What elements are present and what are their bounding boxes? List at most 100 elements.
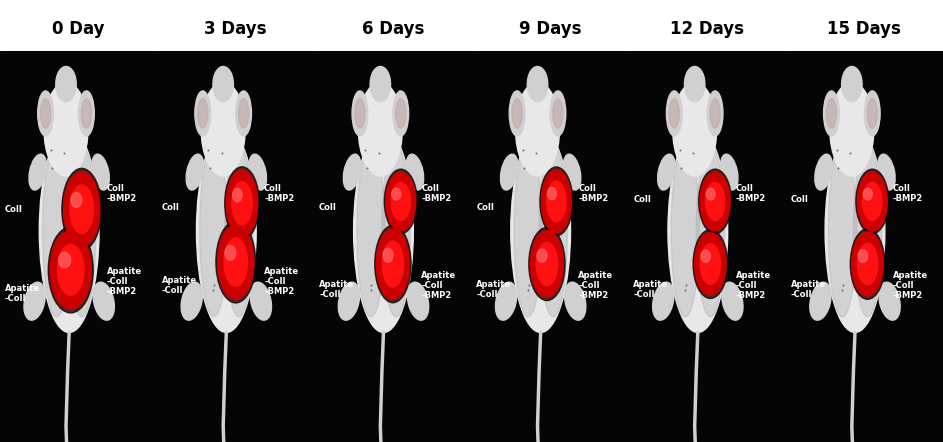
Ellipse shape	[50, 231, 91, 309]
Ellipse shape	[529, 228, 565, 301]
Ellipse shape	[213, 66, 234, 102]
Ellipse shape	[198, 99, 207, 128]
Ellipse shape	[852, 232, 884, 296]
Text: Apatite
-Coll: Apatite -Coll	[319, 280, 355, 299]
Ellipse shape	[63, 172, 100, 246]
Ellipse shape	[878, 154, 895, 190]
Ellipse shape	[537, 242, 557, 286]
Ellipse shape	[376, 229, 409, 299]
Ellipse shape	[830, 82, 874, 176]
Ellipse shape	[201, 82, 245, 176]
Ellipse shape	[396, 99, 405, 128]
Ellipse shape	[853, 145, 882, 317]
Ellipse shape	[224, 238, 247, 286]
Ellipse shape	[407, 282, 429, 320]
Ellipse shape	[181, 282, 203, 320]
Text: Apatite
-Coll: Apatite -Coll	[790, 280, 826, 299]
Ellipse shape	[249, 154, 267, 190]
Ellipse shape	[700, 172, 730, 231]
Text: Apatite
-Coll
-BMP2: Apatite -Coll -BMP2	[422, 271, 456, 300]
Ellipse shape	[385, 169, 417, 234]
Text: Apatite
-Coll: Apatite -Coll	[634, 280, 669, 299]
Ellipse shape	[530, 231, 563, 297]
Ellipse shape	[81, 99, 91, 128]
Text: Apatite
-Coll
-BMP2: Apatite -Coll -BMP2	[578, 271, 614, 300]
Text: Coll
-BMP2: Coll -BMP2	[893, 184, 923, 203]
Ellipse shape	[501, 154, 518, 190]
Text: Coll: Coll	[634, 195, 652, 204]
Ellipse shape	[657, 154, 675, 190]
Ellipse shape	[514, 145, 542, 317]
Text: Coll
-BMP2: Coll -BMP2	[736, 184, 766, 203]
Text: 12 Days: 12 Days	[670, 20, 744, 38]
Ellipse shape	[374, 225, 411, 303]
Text: Coll: Coll	[5, 205, 23, 214]
Ellipse shape	[539, 145, 568, 317]
Ellipse shape	[196, 129, 256, 332]
Ellipse shape	[670, 99, 679, 128]
Ellipse shape	[516, 82, 559, 176]
Ellipse shape	[224, 167, 259, 240]
Ellipse shape	[548, 187, 556, 200]
Ellipse shape	[563, 154, 581, 190]
Text: 9 Days: 9 Days	[519, 20, 581, 38]
Ellipse shape	[856, 169, 888, 234]
Ellipse shape	[370, 66, 390, 102]
Ellipse shape	[700, 244, 720, 284]
Ellipse shape	[842, 66, 862, 102]
Ellipse shape	[693, 229, 728, 298]
Ellipse shape	[495, 282, 517, 320]
Ellipse shape	[701, 250, 710, 263]
Ellipse shape	[58, 244, 84, 295]
Ellipse shape	[553, 99, 563, 128]
Ellipse shape	[41, 99, 51, 128]
Ellipse shape	[68, 145, 96, 317]
Ellipse shape	[696, 145, 724, 317]
Ellipse shape	[858, 250, 868, 263]
Ellipse shape	[24, 282, 45, 320]
Ellipse shape	[710, 99, 720, 128]
Ellipse shape	[509, 91, 525, 136]
Ellipse shape	[721, 282, 743, 320]
Text: Coll: Coll	[319, 203, 337, 212]
Text: Apatite
-Coll
-BMP2: Apatite -Coll -BMP2	[736, 271, 770, 300]
Ellipse shape	[386, 172, 416, 231]
Text: Apatite
-Coll
-BMP2: Apatite -Coll -BMP2	[893, 271, 928, 300]
Ellipse shape	[352, 91, 368, 136]
Ellipse shape	[863, 183, 882, 221]
Ellipse shape	[236, 91, 252, 136]
Ellipse shape	[865, 91, 880, 136]
Ellipse shape	[91, 154, 109, 190]
Ellipse shape	[527, 66, 548, 102]
Ellipse shape	[70, 185, 93, 233]
Ellipse shape	[355, 99, 365, 128]
Ellipse shape	[857, 243, 878, 285]
Ellipse shape	[239, 99, 249, 128]
Ellipse shape	[216, 221, 256, 303]
Text: Apatite
-Coll
-BMP2: Apatite -Coll -BMP2	[264, 267, 299, 296]
Ellipse shape	[851, 229, 885, 299]
Ellipse shape	[864, 188, 872, 200]
Ellipse shape	[720, 154, 738, 190]
Text: 0 Day: 0 Day	[52, 20, 105, 38]
Ellipse shape	[383, 248, 393, 262]
Ellipse shape	[565, 282, 586, 320]
Ellipse shape	[868, 99, 877, 128]
Ellipse shape	[44, 82, 88, 176]
Ellipse shape	[826, 99, 836, 128]
Ellipse shape	[40, 129, 99, 332]
Ellipse shape	[706, 188, 715, 200]
Text: Coll: Coll	[162, 203, 180, 212]
Ellipse shape	[356, 145, 385, 317]
Ellipse shape	[78, 91, 94, 136]
Ellipse shape	[879, 282, 901, 320]
Text: Apatite
-Coll: Apatite -Coll	[5, 284, 40, 303]
Ellipse shape	[538, 249, 547, 263]
Ellipse shape	[71, 193, 82, 207]
Ellipse shape	[705, 183, 725, 221]
Ellipse shape	[672, 82, 717, 176]
Ellipse shape	[671, 145, 700, 317]
Ellipse shape	[541, 170, 571, 233]
Text: Apatite
-Coll: Apatite -Coll	[476, 280, 511, 299]
Ellipse shape	[512, 99, 522, 128]
